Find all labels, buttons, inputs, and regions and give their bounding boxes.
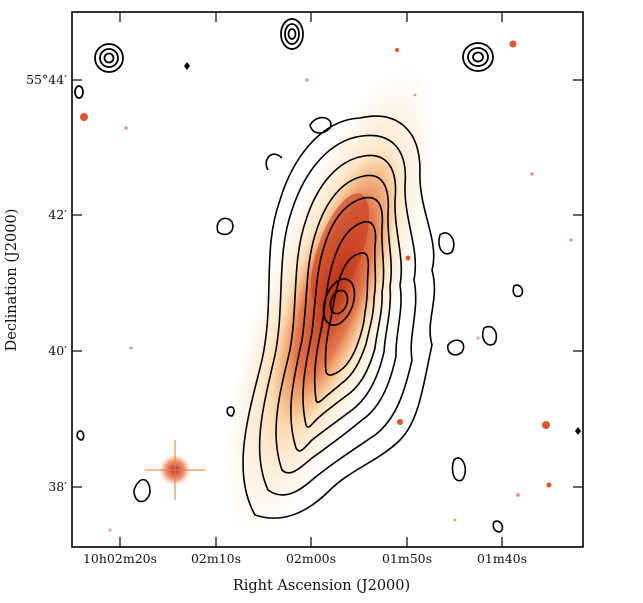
x-axis-title: Right Ascension (J2000)	[232, 578, 411, 594]
x-tick-label: 01m50s	[381, 551, 433, 566]
galaxy-core	[310, 193, 370, 307]
x-tick-label: 02m00s	[285, 551, 337, 566]
y-axis-title: Declination (J2000)	[3, 208, 20, 352]
y-tick-label: 42′	[48, 206, 67, 222]
y-tick-label: 55°44′	[26, 71, 67, 87]
plot-frame	[71, 11, 584, 548]
axis-ticks	[72, 12, 583, 547]
x-tick-label: 01m40s	[476, 551, 528, 566]
x-tick-label: 02m10s	[190, 551, 242, 566]
point-markers	[184, 62, 581, 435]
radio-contours	[76, 115, 524, 533]
field-stars	[80, 40, 573, 532]
bright-star	[145, 440, 205, 500]
x-tick-label: 10h02m20s	[82, 551, 158, 566]
optical-image	[74, 18, 581, 537]
y-tick-label: 40′	[48, 342, 67, 358]
top-radio-sources	[74, 18, 494, 99]
y-tick-label: 38′	[48, 478, 67, 494]
